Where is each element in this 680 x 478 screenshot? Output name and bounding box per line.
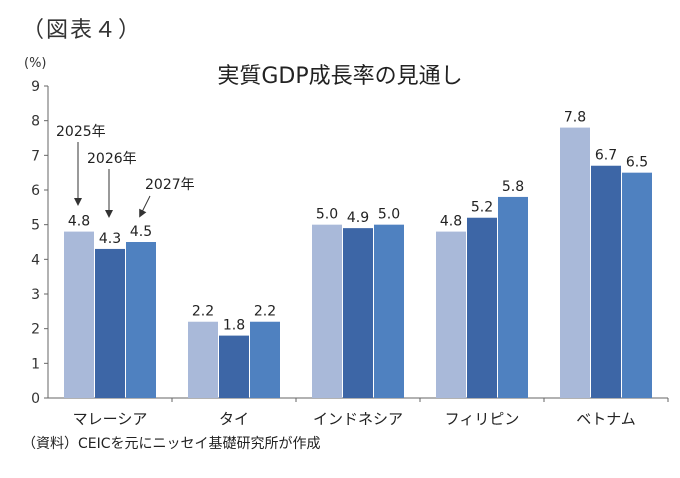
y-tick-label: 2 (31, 322, 40, 338)
data-label: 4.8 (68, 214, 90, 230)
data-label: 7.8 (564, 110, 586, 126)
y-tick-label: 4 (31, 252, 40, 268)
y-tick-label: 3 (31, 287, 40, 303)
y-tick-label: 6 (31, 183, 40, 199)
bar (436, 231, 466, 398)
y-tick-label: 9 (31, 79, 40, 95)
category-label: インドネシア (313, 410, 403, 428)
data-label: 2.2 (192, 304, 214, 320)
data-label: 4.9 (347, 210, 369, 226)
series-annotation-label: 2025年 (56, 124, 106, 140)
data-label: 6.7 (595, 148, 617, 164)
bar (622, 172, 652, 398)
data-label: 4.3 (99, 231, 121, 247)
data-label: 1.8 (223, 318, 245, 334)
data-label: 4.5 (130, 224, 152, 240)
bar (250, 321, 280, 398)
bar (498, 196, 528, 398)
chart-bars (64, 127, 652, 398)
category-label: タイ (219, 410, 249, 428)
bar (374, 224, 404, 398)
chart-axes: 0 1 2 3 4 5 6 7 8 9 マレーシア タイ インドネシア フィリピン ベトナム (31, 79, 669, 428)
data-label: 5.0 (316, 207, 338, 223)
annotation-arrow (139, 195, 151, 218)
y-tick-label: 5 (31, 218, 40, 234)
data-label: 2.2 (254, 304, 276, 320)
data-label: 6.5 (626, 155, 648, 171)
data-label: 5.8 (502, 179, 524, 195)
bar (95, 248, 125, 398)
bar (560, 127, 590, 398)
y-tick-label: 8 (31, 114, 40, 130)
y-tick-label: 0 (31, 391, 40, 407)
chart-labels: 4.8 4.3 4.5 2.2 1.8 2.2 5.0 4.9 5.0 4.8 5.2 5.8 7.8 6… (68, 110, 648, 334)
y-tick-label: 7 (31, 148, 40, 164)
y-tick-label: 1 (31, 356, 40, 372)
data-label: 5.2 (471, 200, 493, 216)
bar (126, 242, 156, 398)
figure-label: （図表４） (22, 18, 143, 43)
chart-title: 実質GDP成長率の見通し (217, 64, 463, 89)
chart-annotations: 2025年 2026年 2027年 (56, 124, 195, 218)
category-label: フィリピン (445, 410, 520, 428)
bar (467, 217, 497, 398)
category-label: ベトナム (576, 410, 636, 428)
series-annotation-label: 2027年 (145, 177, 195, 193)
bar (312, 224, 342, 398)
category-label: マレーシア (73, 410, 148, 428)
bar (64, 231, 94, 398)
series-annotation-label: 2026年 (87, 151, 137, 167)
bar (591, 165, 621, 398)
source-note: （資料）CEICを元にニッセイ基礎研究所が作成 (22, 436, 321, 452)
bar (343, 228, 373, 398)
bar (188, 321, 218, 398)
bar (219, 335, 249, 398)
data-label: 4.8 (440, 214, 462, 230)
data-label: 5.0 (378, 207, 400, 223)
y-axis-unit: (%) (24, 56, 47, 71)
